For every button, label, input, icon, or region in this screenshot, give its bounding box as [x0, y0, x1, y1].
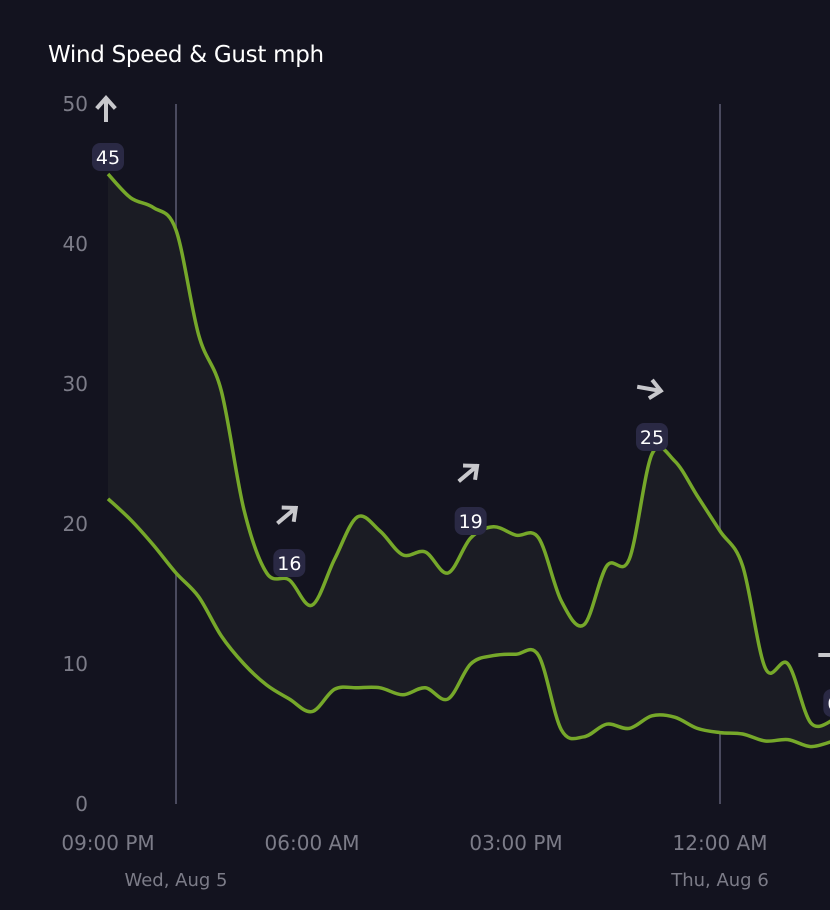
arrow-shape [95, 94, 117, 122]
x-tick-label: 06:00 AM [265, 831, 360, 855]
gust-label-badge [92, 143, 124, 171]
day-label: Wed, Aug 5 [124, 870, 227, 891]
gust-value-label: 45 [96, 147, 120, 169]
arrow-shape [276, 505, 299, 525]
x-tick-label: 09:00 PM [61, 831, 154, 855]
y-tick-label: 50 [63, 92, 88, 116]
y-tick-label: 30 [63, 372, 88, 396]
wind-speed-line [106, 497, 830, 749]
x-tick-label: 03:00 PM [469, 831, 562, 855]
gust-label-badge [273, 549, 306, 577]
gust-line [106, 172, 830, 729]
x-tick-label: 12:00 AM [673, 831, 768, 855]
wind-direction-arrow-icon [636, 378, 664, 400]
gust-speed-band [108, 174, 830, 747]
arrow-shape [818, 644, 830, 666]
arrow-shape [636, 378, 664, 400]
arrow-shape [457, 463, 480, 483]
y-tick-label: 20 [63, 512, 88, 536]
wind-direction-arrow-icon [95, 94, 117, 122]
gust-value-label: 25 [640, 427, 664, 449]
gust-value-label: 16 [277, 553, 301, 575]
chart-title: Wind Speed & Gust mph [48, 42, 324, 68]
y-tick-label: 0 [75, 792, 88, 816]
gust-label-badge [823, 689, 830, 717]
y-tick-label: 10 [63, 652, 88, 676]
wind-direction-arrow-icon [457, 463, 480, 483]
gust-label-badge [454, 507, 487, 535]
gust-value-label: 6 [827, 693, 830, 715]
wind-direction-arrow-icon [276, 505, 299, 525]
y-tick-label: 40 [63, 232, 88, 256]
wind-direction-arrow-icon [818, 644, 830, 666]
gust-label-badge [636, 423, 668, 451]
gust-value-label: 19 [459, 511, 483, 533]
day-label: Thu, Aug 6 [670, 870, 769, 891]
